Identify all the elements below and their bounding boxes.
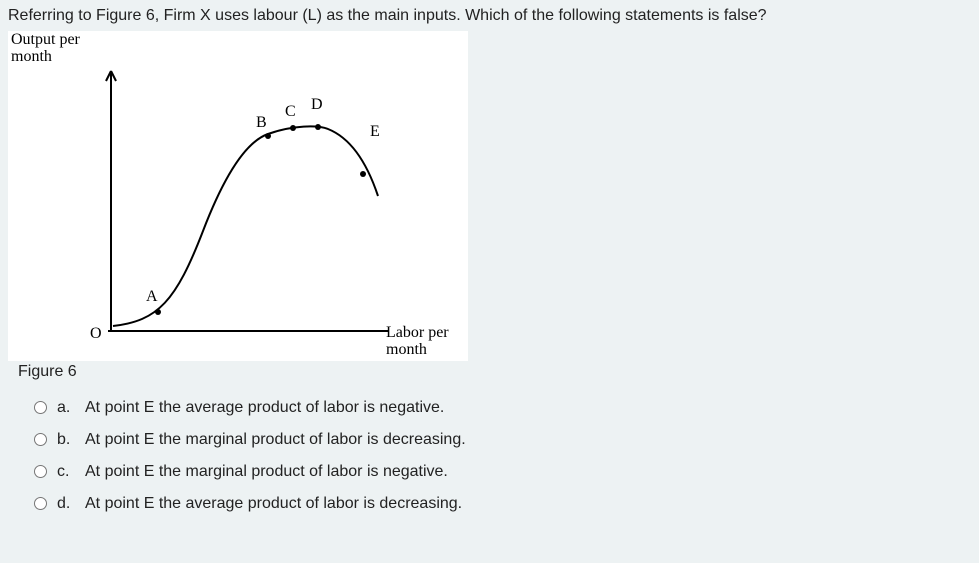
option-d[interactable]: d. At point E the average product of lab… [34,495,971,513]
question-container: Referring to Figure 6, Firm X uses labou… [0,0,979,535]
option-a-letter: a. [57,399,79,417]
x-axis-label-line2: month [386,341,427,358]
option-b-text: At point E the marginal product of labor… [79,431,466,449]
label-d: D [311,96,323,114]
options-group: a. At point E the average product of lab… [8,399,971,513]
option-b[interactable]: b. At point E the marginal product of la… [34,431,971,449]
x-axis-label-line1: Labor per [386,324,449,341]
option-d-text: At point E the average product of labor … [79,495,462,513]
option-a-radio[interactable] [34,401,47,414]
origin-label: O [90,325,102,343]
point-b [265,133,271,139]
option-c-letter: c. [57,463,79,481]
x-axis-label: Labor per month [386,324,449,359]
option-b-radio[interactable] [34,433,47,446]
label-c: C [285,103,296,121]
option-d-radio[interactable] [34,497,47,510]
question-text: Referring to Figure 6, Firm X uses labou… [8,6,971,27]
label-e: E [370,123,380,141]
label-b: B [256,114,267,132]
option-a-text: At point E the average product of labor … [79,399,444,417]
option-c-text: At point E the marginal product of labor… [79,463,448,481]
point-e [360,171,366,177]
point-a [155,309,161,315]
label-a: A [146,288,158,306]
option-b-letter: b. [57,431,79,449]
option-c[interactable]: c. At point E the marginal product of la… [34,463,971,481]
chart-svg [8,31,468,361]
option-d-letter: d. [57,495,79,513]
figure-caption: Figure 6 [18,363,971,381]
option-a[interactable]: a. At point E the average product of lab… [34,399,971,417]
option-c-radio[interactable] [34,465,47,478]
point-d [315,124,321,130]
figure-area: Output per month A B C D E O Labor per [8,31,468,361]
point-c [290,125,296,131]
